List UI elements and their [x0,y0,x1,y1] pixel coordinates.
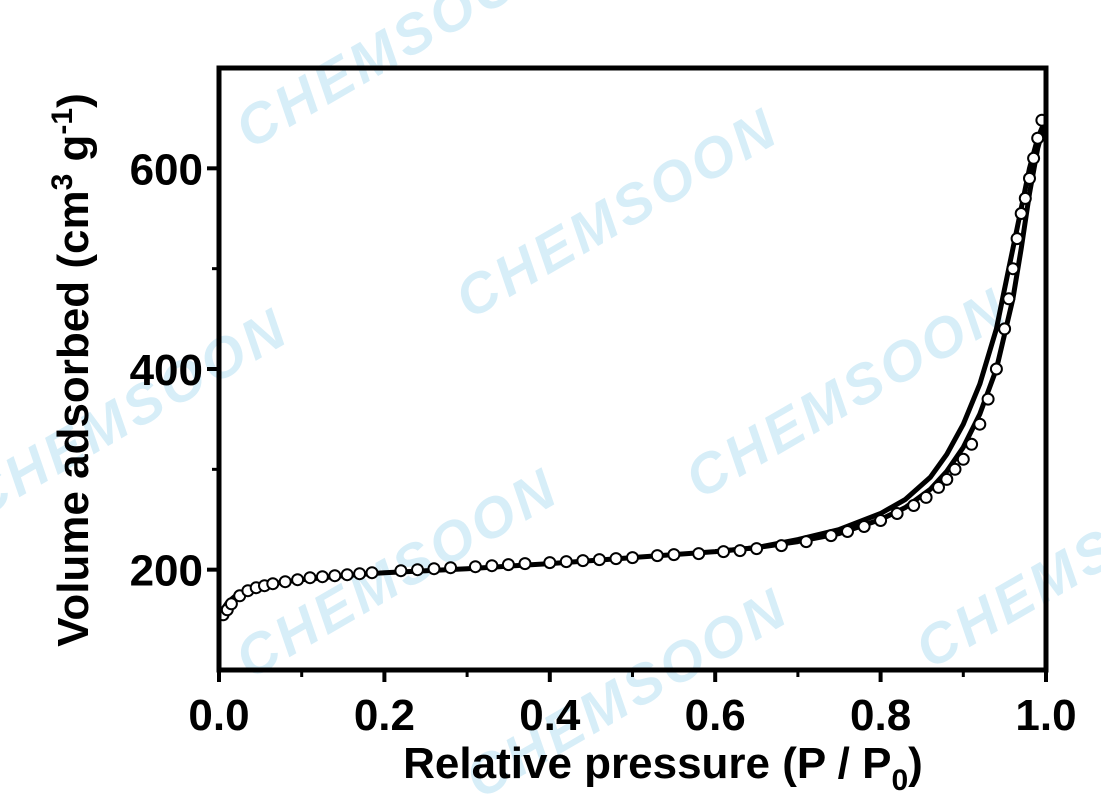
y-tick-label: 400 [130,346,203,395]
series-layer [216,113,1049,622]
data-point [427,562,441,576]
data-point [468,560,482,574]
x-axis-ticks: 0.0 0.2 0.4 0.6 0.8 1.0 [188,670,1077,740]
data-point [501,558,515,572]
data-point [981,392,995,406]
x-tick-label: 0.8 [850,691,911,740]
data-point [1002,292,1016,306]
data-point [989,362,1003,376]
data-point [973,417,987,431]
data-point [444,561,458,575]
data-point [650,549,664,563]
data-point [1014,207,1028,220]
series-line-1 [714,117,1049,555]
data-point [667,548,681,562]
data-point [948,462,962,476]
x-tick-label: 0.4 [519,691,581,740]
data-point [340,568,354,582]
data-point [266,577,280,591]
data-point [932,480,945,494]
data-point [824,529,838,543]
x-tick-label: 0.0 [188,691,249,740]
data-point [890,507,904,520]
data-point [1018,191,1032,205]
data-point [626,551,639,565]
data-point [717,545,730,559]
data-point [919,490,933,504]
data-point [411,563,424,577]
watermark-text: CHEMSOON [225,0,570,160]
data-point [799,535,813,549]
data-point [841,525,854,538]
data-point [592,553,606,567]
x-axis-title: Relative pressure (P / P0) [403,739,923,797]
data-point [907,499,921,512]
data-point [956,452,970,466]
y-tick-label: 600 [130,145,203,194]
data-point [278,575,292,589]
data-point [394,564,408,578]
data-point [965,437,979,451]
data-point [692,547,706,561]
data-point [291,573,305,587]
watermark-text: CHEMSOON [675,275,1020,510]
data-point [750,542,764,556]
data-point [1023,171,1036,185]
y-axis-title: Volume adsorbed (cm3 g-1) [46,93,98,647]
x-tick-label: 1.0 [1015,691,1076,740]
watermark-text: CHEMSOON [905,445,1101,680]
data-point [940,472,954,486]
watermark-text: CHEMSOON [0,295,299,530]
data-point [328,569,342,583]
data-point [576,554,590,568]
data-point [1006,262,1020,276]
data-point [774,539,788,553]
watermark-text: CHEMSOON [445,95,790,330]
data-point [609,552,623,566]
data-point [857,520,871,533]
data-point [998,322,1012,336]
y-tick-label: 200 [130,547,203,596]
data-point [303,571,317,585]
data-point [733,544,747,558]
data-point [485,559,499,573]
data-point [1027,151,1041,165]
data-point [315,570,329,584]
data-point [353,567,367,581]
data-point [518,557,532,571]
data-point [1010,232,1024,246]
data-point [543,556,557,570]
y-axis-ticks: 200 400 600 [130,145,219,596]
data-point [1031,131,1045,145]
x-tick-label: 0.6 [685,691,746,740]
data-point [874,514,888,527]
data-point [365,566,379,580]
x-tick-label: 0.2 [354,691,415,740]
data-point [559,555,573,569]
data-point [224,597,238,611]
